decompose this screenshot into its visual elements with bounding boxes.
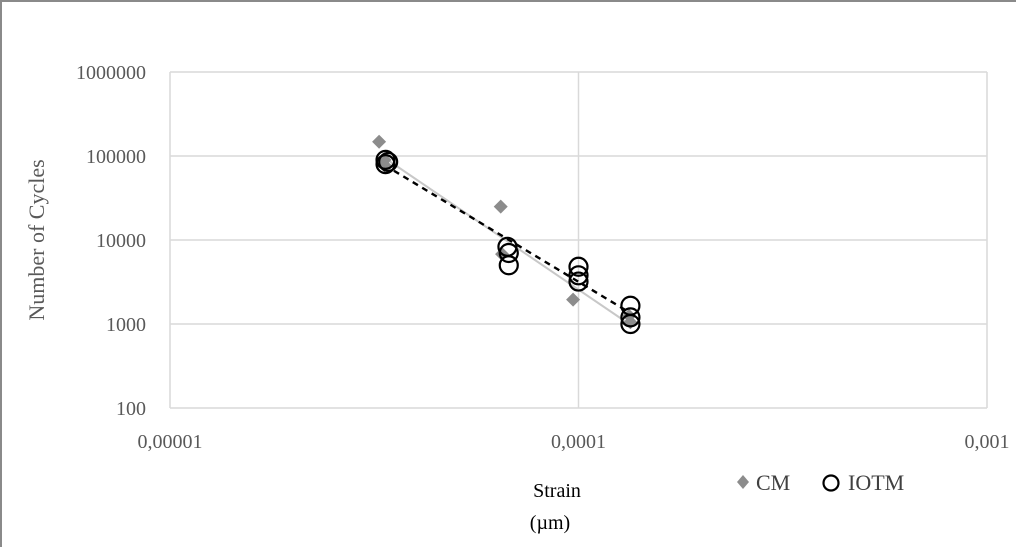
point-cm xyxy=(493,199,508,214)
legend: CM IOTM xyxy=(737,470,904,495)
trend-line-cm xyxy=(381,155,630,325)
point-iotm xyxy=(620,307,641,328)
x-tick-labels: 0,00001 0,0001 0,001 xyxy=(138,431,1010,453)
x-tick-label: 0,0001 xyxy=(551,431,606,453)
legend-iotm-marker xyxy=(822,474,840,492)
x-tick-label: 0,001 xyxy=(965,431,1010,453)
y-tick-label: 100000 xyxy=(86,146,146,168)
y-tick-label: 100 xyxy=(116,398,146,420)
x-axis-label-line2: (µm) xyxy=(530,512,570,534)
point-iotm xyxy=(568,271,589,292)
point-iotm xyxy=(568,256,589,277)
x-axis-label-line1: Strain xyxy=(533,480,581,502)
y-axis-label: Number of Cycles xyxy=(24,159,49,320)
point-iotm xyxy=(620,313,641,335)
point-iotm xyxy=(568,265,589,286)
y-tick-label: 1000 xyxy=(106,314,146,336)
y-tick-labels: 100 1000 10000 100000 1000000 xyxy=(76,62,146,420)
data-points xyxy=(372,134,641,335)
legend-cm-label: CM xyxy=(756,470,790,495)
point-iotm xyxy=(378,151,399,173)
legend-cm-marker xyxy=(737,475,749,489)
legend-iotm-label: IOTM xyxy=(848,470,904,495)
x-tick-label: 0,00001 xyxy=(138,431,203,453)
y-tick-label: 1000000 xyxy=(76,62,146,84)
trend-line-iotm xyxy=(383,164,632,315)
point-cm xyxy=(372,134,387,149)
trend-lines xyxy=(381,155,632,325)
grid-lines xyxy=(169,71,988,409)
point-iotm xyxy=(498,242,519,264)
point-iotm xyxy=(375,154,396,175)
point-iotm xyxy=(498,255,519,276)
point-cm xyxy=(566,292,581,307)
y-tick-label: 10000 xyxy=(96,230,146,252)
